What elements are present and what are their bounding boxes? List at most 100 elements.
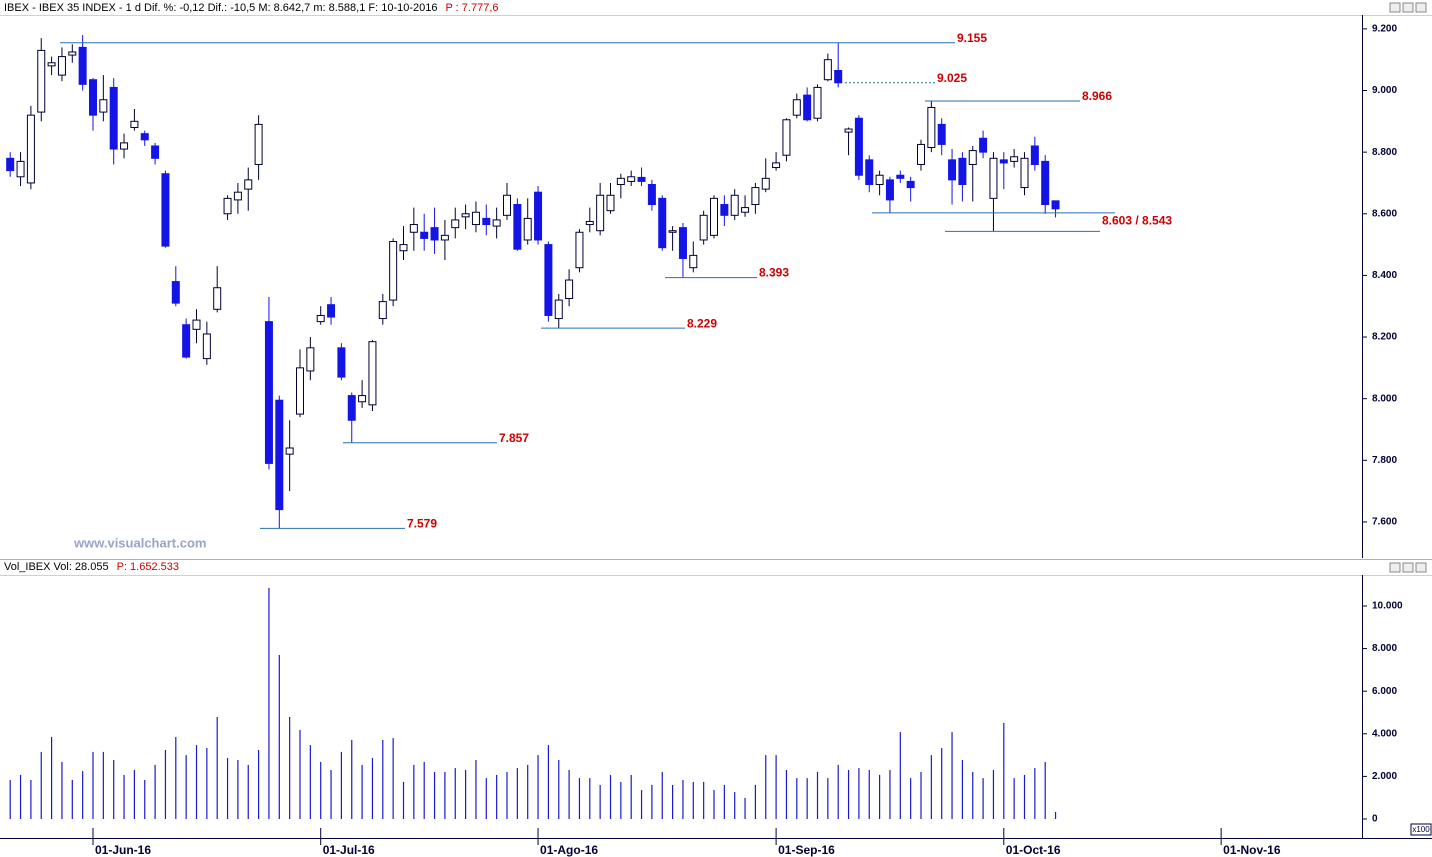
candle-body xyxy=(979,137,988,153)
candle-body xyxy=(616,177,625,185)
candle-body xyxy=(140,133,149,141)
candle-body xyxy=(834,69,843,84)
y-tick-label: 9.200 xyxy=(1372,24,1397,35)
x-tick-label: 01-Jun-16 xyxy=(95,843,151,857)
candle-body xyxy=(99,99,108,113)
level-label: 9.155 xyxy=(957,31,987,45)
candle-body xyxy=(958,157,967,185)
candle-body xyxy=(1020,157,1029,189)
candle-body xyxy=(503,194,511,216)
candle-body xyxy=(296,367,304,415)
candle-body xyxy=(989,157,998,199)
candle-body xyxy=(1051,200,1060,210)
candle-body xyxy=(782,119,791,156)
candle-body xyxy=(264,321,273,464)
y-tick-label: 8.000 xyxy=(1372,393,1397,404)
y-tick-label: 8.000 xyxy=(1372,643,1397,654)
candle-body xyxy=(823,59,832,81)
candle-body xyxy=(399,244,408,252)
maximize-button[interactable] xyxy=(1402,2,1414,13)
x-tick-label: 01-Oct-16 xyxy=(1006,843,1061,857)
candle-body xyxy=(575,231,584,269)
y-tick-label: 7.600 xyxy=(1372,517,1397,528)
candle-body xyxy=(213,287,222,310)
candle-body xyxy=(327,304,336,318)
candle-body xyxy=(451,219,460,229)
candle-body xyxy=(440,234,449,241)
candle-body xyxy=(658,197,667,249)
price-header: IBEX - IBEX 35 INDEX - 1 d Dif. %: -0,12… xyxy=(4,2,437,14)
candle-body xyxy=(57,56,66,76)
maximize-button[interactable] xyxy=(1402,562,1414,573)
candle-body xyxy=(389,241,398,301)
candle-body xyxy=(689,254,698,269)
candle-body xyxy=(854,117,863,176)
candle-body xyxy=(306,347,315,372)
candle-body xyxy=(471,211,480,226)
candle-body xyxy=(927,106,936,149)
candle-body xyxy=(1030,145,1039,165)
x-tick-label: 01-Nov-16 xyxy=(1223,843,1281,857)
y-tick-label: 8.200 xyxy=(1372,332,1397,343)
candle-body xyxy=(596,194,605,232)
close-button[interactable] xyxy=(1415,2,1427,13)
candle-body xyxy=(1041,160,1050,206)
price-header-extra: P : 7.777,6 xyxy=(445,2,498,14)
window-buttons[interactable] xyxy=(1389,2,1427,13)
candle-body xyxy=(534,191,543,241)
candle-body xyxy=(244,179,253,190)
candle-body xyxy=(202,333,211,360)
candle-body xyxy=(896,174,905,179)
minimize-button[interactable] xyxy=(1389,2,1401,13)
candle-body xyxy=(875,174,884,185)
y-tick-label: 8.800 xyxy=(1372,147,1397,158)
candle-body xyxy=(109,86,118,150)
candle-body xyxy=(26,114,35,184)
candle-body xyxy=(492,219,501,227)
candle-body xyxy=(6,157,15,172)
candle-body xyxy=(368,341,377,406)
y-tick-label: 4.000 xyxy=(1372,728,1397,739)
window-buttons[interactable] xyxy=(1389,562,1427,573)
y-tick-label: 6.000 xyxy=(1372,686,1397,697)
x-tick-label: 01-Jul-16 xyxy=(323,843,375,857)
close-button[interactable] xyxy=(1415,562,1427,573)
candle-body xyxy=(544,244,553,316)
minimize-button[interactable] xyxy=(1389,562,1401,573)
volume-unit: x100 xyxy=(1412,825,1430,834)
candle-body xyxy=(347,395,356,421)
candle-body xyxy=(337,347,346,378)
candle-body xyxy=(192,319,201,330)
candle-body xyxy=(161,173,170,247)
candle-body xyxy=(730,194,739,216)
candle-body xyxy=(1010,156,1019,162)
unit-box xyxy=(1410,823,1432,836)
level-label: 8.966 xyxy=(1082,89,1112,103)
level-label: 8.229 xyxy=(687,316,717,330)
candle-body xyxy=(554,299,563,320)
candle-body xyxy=(792,99,801,116)
candle-body xyxy=(254,123,263,165)
candle-body xyxy=(803,94,812,121)
candle-body xyxy=(89,79,97,116)
candle-body xyxy=(720,204,729,216)
candle-body xyxy=(316,314,325,323)
candle-body xyxy=(813,86,822,119)
candle-body xyxy=(358,395,367,403)
candle-body xyxy=(78,46,87,85)
candle-body xyxy=(16,160,25,178)
candle-body xyxy=(37,49,46,113)
candle-body xyxy=(761,177,770,190)
x-tick-label: 01-Ago-16 xyxy=(540,843,598,857)
candle-body xyxy=(182,324,191,358)
candle-body xyxy=(710,197,718,236)
candle-body xyxy=(420,231,429,239)
y-tick-label: 0 xyxy=(1372,814,1378,825)
candle-body xyxy=(741,207,750,213)
level-label: 7.579 xyxy=(407,517,437,531)
candle-body xyxy=(151,145,160,159)
candle-body xyxy=(699,214,708,241)
y-tick-label: 8.400 xyxy=(1372,270,1397,281)
